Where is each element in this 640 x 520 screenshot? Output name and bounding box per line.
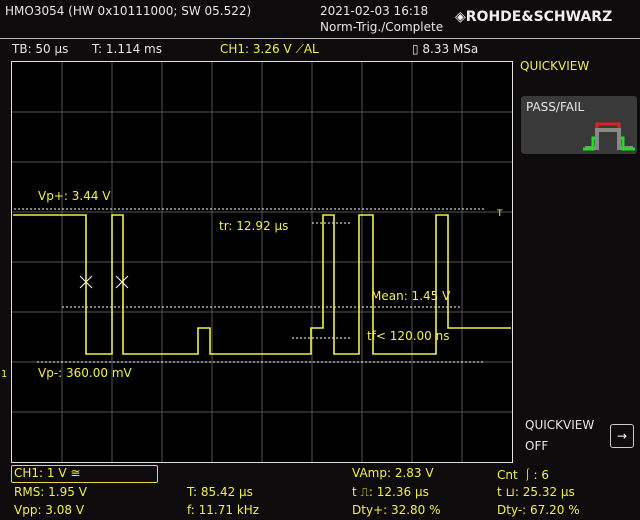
quickview-toggle-button[interactable]: → (610, 424, 634, 448)
waveform-svg (12, 62, 512, 462)
measure-duty-neg: Dty-: 67.20 % (497, 503, 580, 517)
cross-markers (79, 275, 129, 289)
rs-diamond-icon: ◈ (455, 9, 466, 25)
measure-rms: RMS: 1.95 V (14, 485, 87, 499)
vp-minus-label: Vp-: 360.00 mV (38, 366, 132, 380)
measure-duty-pos: Dty+: 32.80 % (352, 503, 441, 517)
ch1-scale: CH1: 1 V ≅ (14, 466, 81, 480)
divider (0, 38, 640, 39)
measure-neg-width: t ⊔: 25.32 µs (497, 485, 575, 499)
channel-trigger[interactable]: CH1: 3.26 V ⟋AL (220, 42, 319, 56)
measure-pos-width: t ⎍: 12.36 µs (352, 485, 429, 499)
trigger-status: Norm-Trig./Complete (320, 20, 444, 34)
quickview-toggle-label: QUICKVIEW (525, 418, 595, 432)
quickview-toggle-state: OFF (525, 439, 549, 453)
mean-label: Mean: 1.45 V (371, 289, 451, 303)
waveform-display[interactable]: Vp+: 3.44 V tr: 12.92 µs Mean: 1.45 V tf… (11, 61, 513, 463)
ch1-settings-button[interactable] (11, 465, 158, 483)
quickview-title: QUICKVIEW (520, 59, 590, 73)
ch1-offset-marker[interactable]: 1 (1, 369, 8, 380)
cursor-lines (14, 208, 484, 363)
datetime: 2021-02-03 16:18 (320, 4, 429, 18)
grid (12, 62, 512, 462)
fall-time-label: tf< 120.00 ns (367, 329, 450, 343)
brand-logo: ◈ROHDE&SCHWARZ (455, 9, 613, 25)
measure-vamp: VAmp: 2.83 V (352, 466, 434, 480)
measure-period: T: 85.42 µs (187, 485, 253, 499)
measure-frequency: f: 11.71 kHz (187, 503, 260, 517)
trigger-level-marker[interactable]: T (497, 209, 503, 219)
measure-vpp: Vpp: 3.08 V (14, 503, 85, 517)
measure-count: Cnt ⎰: 6 (497, 468, 549, 482)
pass-fail-button[interactable]: PASS/FAIL (521, 96, 637, 154)
rise-time-label: tr: 12.92 µs (219, 219, 289, 233)
sample-rate[interactable]: ▯ 8.33 MSa (412, 42, 479, 56)
vp-plus-label: Vp+: 3.44 V (38, 189, 111, 203)
ch1-trace (13, 214, 511, 355)
timebase[interactable]: TB: 50 µs (12, 42, 69, 56)
arrow-enter-icon: → (616, 429, 628, 443)
trigger-time[interactable]: T: 1.114 ms (92, 42, 162, 56)
device-info: HMO3054 (HW 0x10111000; SW 05.522) (5, 4, 252, 18)
pass-fail-icon (583, 122, 635, 151)
memory-icon: ▯ (412, 42, 423, 56)
pass-fail-label: PASS/FAIL (526, 100, 585, 114)
